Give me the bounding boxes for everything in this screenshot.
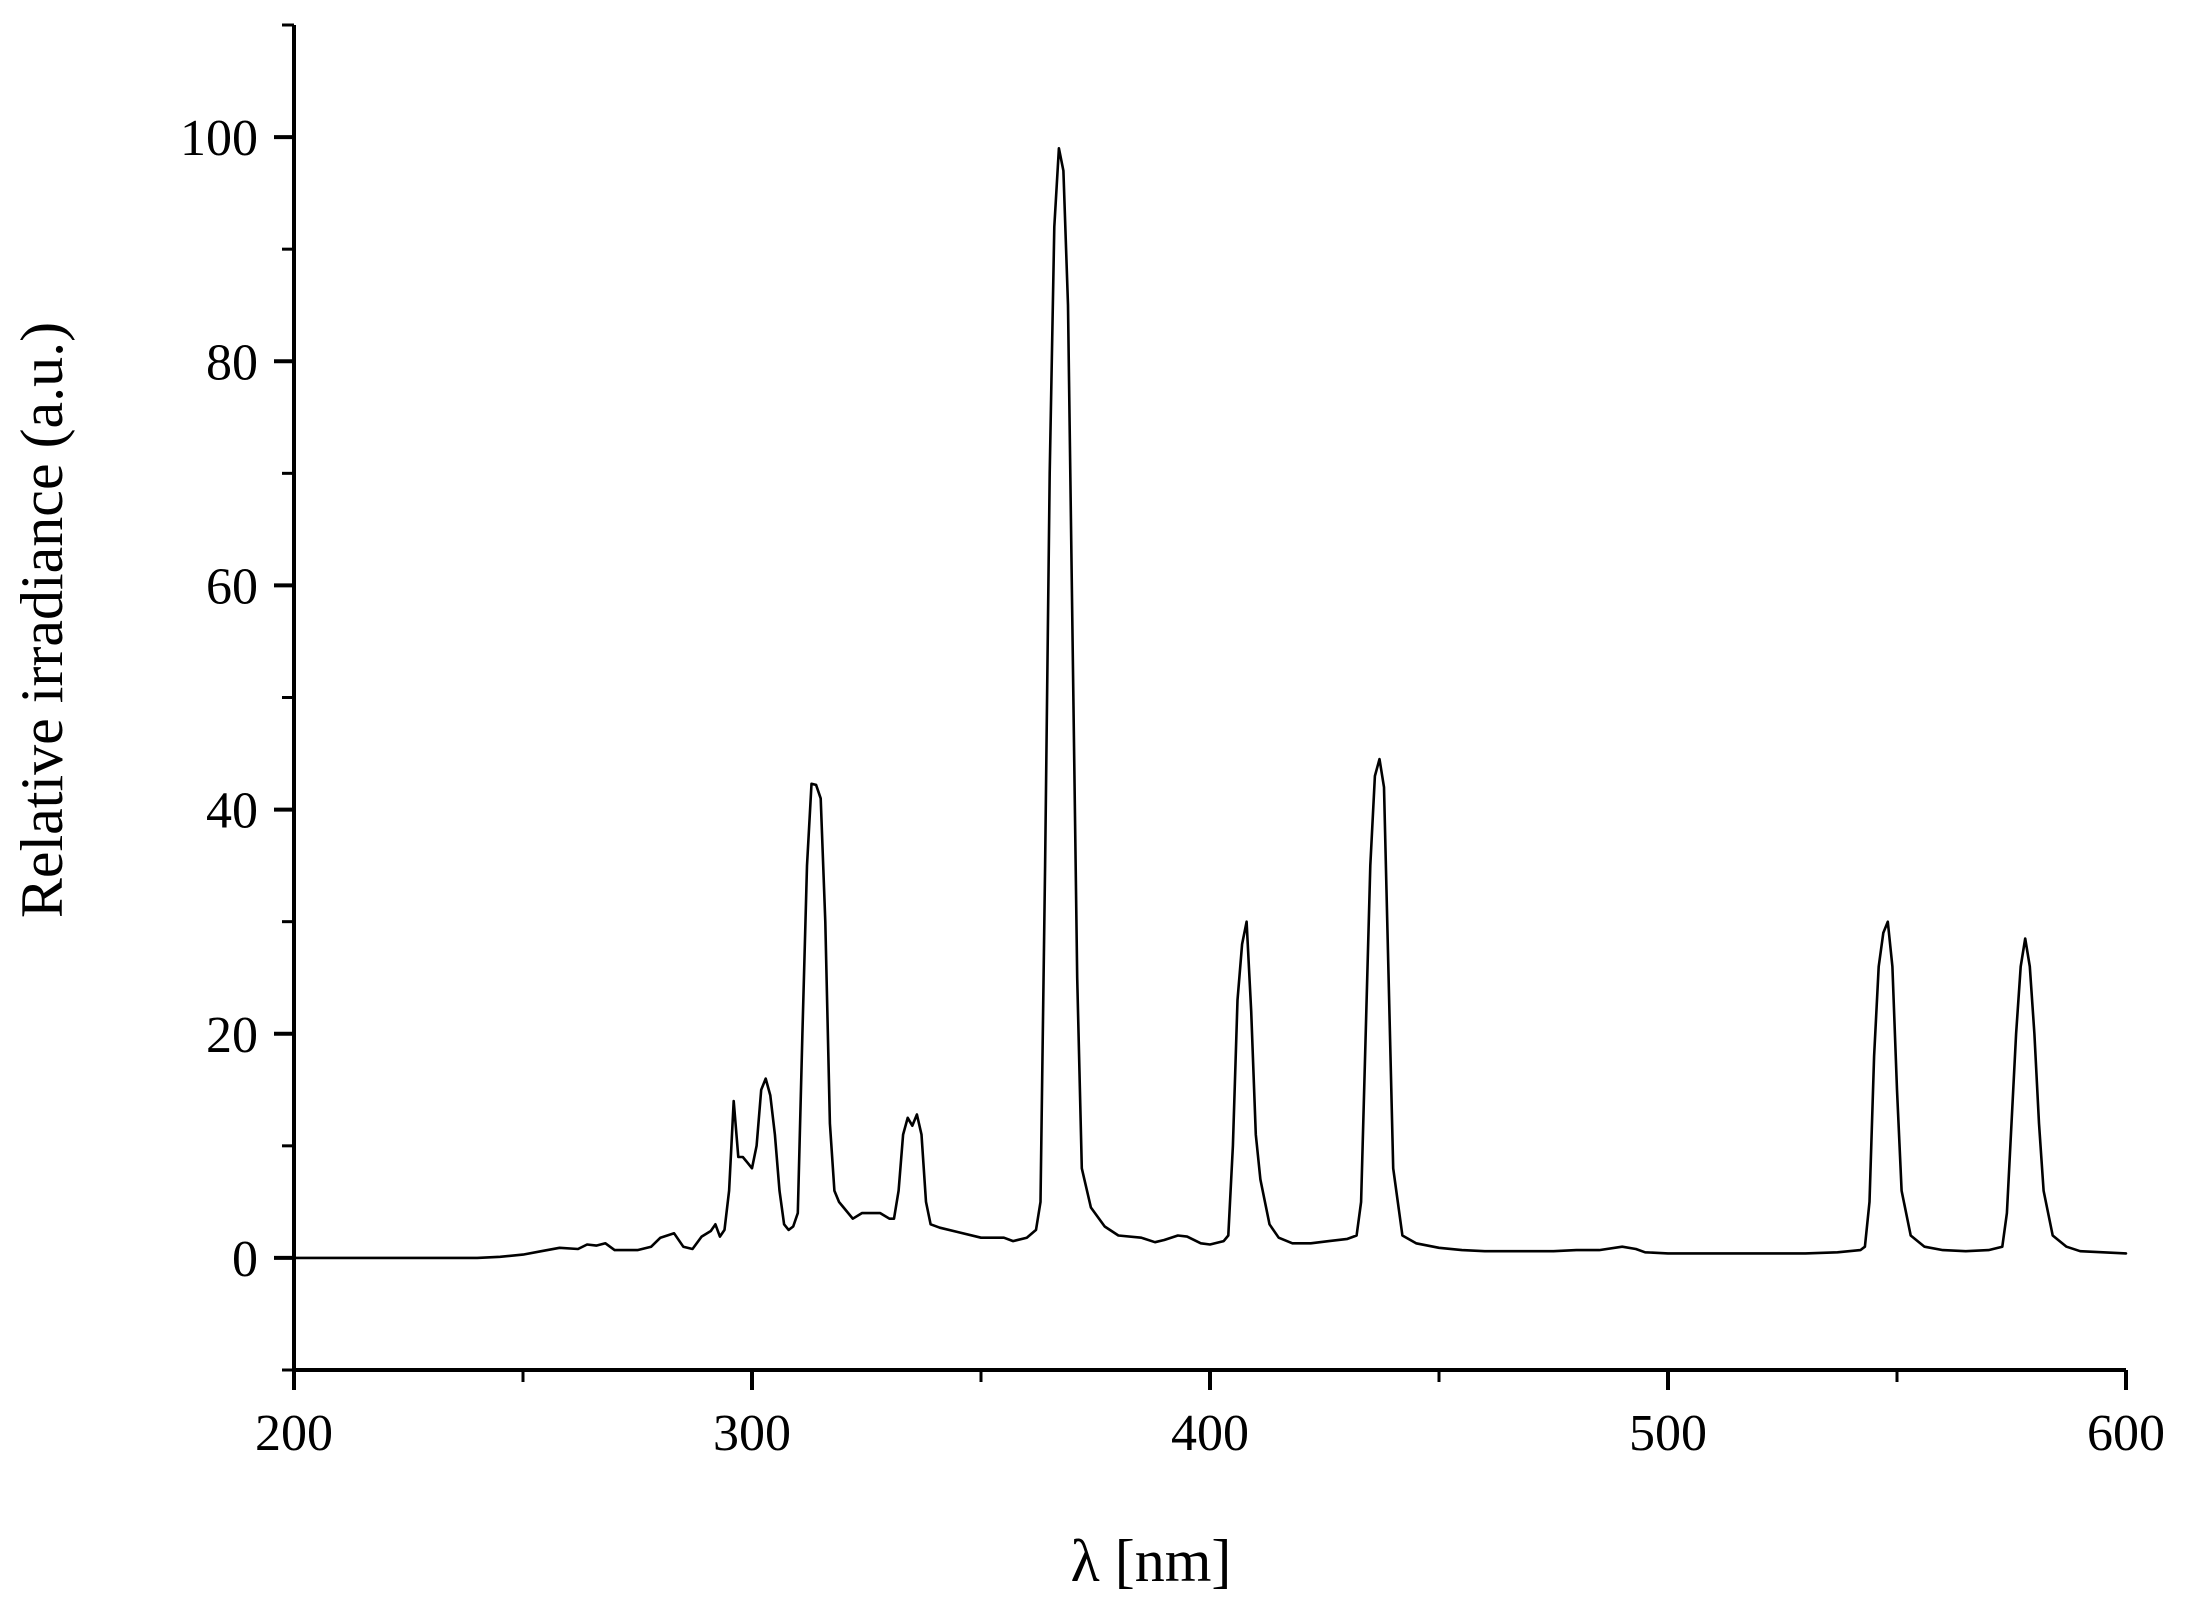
- y-tick-label: 100: [180, 110, 258, 167]
- x-tick-label: 500: [1629, 1405, 1707, 1462]
- y-tick-label: 0: [232, 1231, 258, 1288]
- x-tick-label: 200: [255, 1405, 333, 1462]
- y-tick-label: 60: [206, 558, 258, 615]
- x-tick-label: 600: [2087, 1405, 2165, 1462]
- x-axis: 200 300 400 500 600: [255, 1368, 2165, 1462]
- plot-area: [292, 147, 2128, 1260]
- spectrum-line: [292, 147, 2128, 1260]
- x-tick-label: 300: [713, 1405, 791, 1462]
- y-tick-label: 80: [206, 334, 258, 391]
- y-axis-title: Relative irradiance (a.u.): [9, 322, 75, 918]
- x-tick-label: 400: [1171, 1405, 1249, 1462]
- y-tick-label: 40: [206, 783, 258, 840]
- y-tick-label: 20: [206, 1007, 258, 1064]
- y-axis: 0 20 40 60 80 100: [180, 23, 296, 1372]
- x-axis-title: λ [nm]: [1071, 1528, 1232, 1594]
